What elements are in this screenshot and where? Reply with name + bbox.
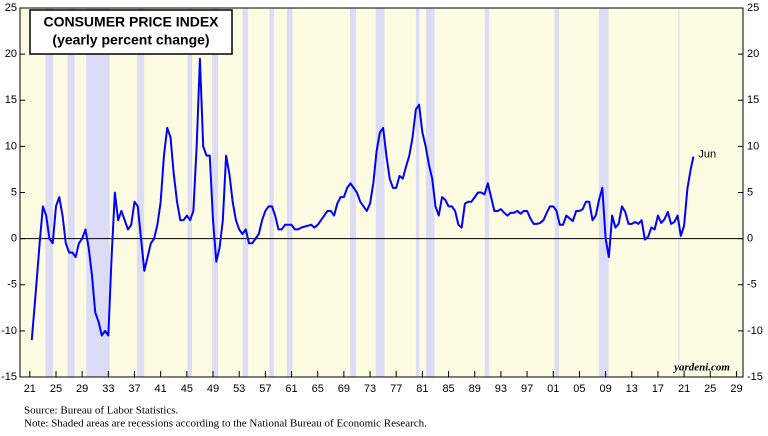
y2-tick-label: 0 — [747, 233, 753, 245]
recession-band — [45, 8, 53, 377]
x-tick-label: 57 — [259, 383, 271, 395]
x-tick-label: 89 — [469, 383, 481, 395]
recession-band — [67, 8, 75, 377]
cpi-line — [30, 57, 695, 341]
y-tick-label: -15 — [1, 371, 17, 383]
recession-band — [136, 8, 145, 377]
chart-subtitle: (yearly percent change) — [52, 32, 209, 48]
x-tick-label: 49 — [207, 383, 219, 395]
recession-band — [187, 8, 193, 377]
recession-band — [598, 8, 609, 377]
y-tick-label: 15 — [5, 94, 17, 106]
y-tick-label: -10 — [1, 325, 17, 337]
y2-tick-label: -15 — [747, 371, 763, 383]
y2-tick-label: 5 — [747, 186, 753, 198]
recession-band — [375, 8, 385, 377]
recession-band — [678, 8, 680, 377]
watermark: yardeni.com — [672, 362, 730, 374]
x-tick-label: 17 — [652, 383, 664, 395]
x-tick-label: 01 — [547, 383, 559, 395]
x-tick-label: 65 — [312, 383, 324, 395]
x-tick-label: 61 — [285, 383, 297, 395]
x-tick-label: 69 — [338, 383, 350, 395]
x-tick-label: 53 — [233, 383, 245, 395]
end-annotation: Jun — [698, 148, 716, 160]
x-tick-label: 25 — [50, 383, 62, 395]
y-tick-label: 20 — [5, 48, 17, 60]
recession-band — [425, 8, 435, 377]
recession-band — [269, 8, 274, 377]
recession-band — [415, 8, 420, 377]
x-tick-label: 21 — [678, 383, 690, 395]
x-tick-label: 37 — [128, 383, 140, 395]
x-tick-label: 85 — [442, 383, 454, 395]
recession-band — [212, 8, 219, 377]
x-tick-label: 93 — [495, 383, 507, 395]
x-tick-label: 73 — [364, 383, 376, 395]
x-tick-label: 09 — [599, 383, 611, 395]
x-tick-label: 45 — [181, 383, 193, 395]
y2-tick-label: 25 — [747, 2, 759, 14]
chart-title: CONSUMER PRICE INDEX — [43, 14, 219, 30]
y-tick-label: 10 — [5, 140, 17, 152]
y2-tick-label: 10 — [747, 140, 759, 152]
x-tick-label: 13 — [626, 383, 638, 395]
y-tick-label: 5 — [11, 186, 17, 198]
y-tick-label: 0 — [11, 233, 17, 245]
x-tick-label: 05 — [573, 383, 585, 395]
y-tick-label: 25 — [5, 2, 17, 14]
x-tick-label: 41 — [155, 383, 167, 395]
x-tick-label: 77 — [390, 383, 402, 395]
recession-band — [286, 8, 293, 377]
y2-tick-label: -5 — [747, 279, 757, 291]
y-tick-label: -5 — [7, 279, 17, 291]
x-tick-label: 29 — [76, 383, 88, 395]
y2-tick-label: 20 — [747, 48, 759, 60]
source: Source: Bureau of Labor Statistics. — [24, 405, 179, 417]
y2-tick-label: -10 — [747, 325, 763, 337]
y2-tick-label: 15 — [747, 94, 759, 106]
recession-band — [484, 8, 490, 377]
x-tick-label: 97 — [521, 383, 533, 395]
x-tick-label: 81 — [416, 383, 428, 395]
note: Note: Shaded areas are recessions accord… — [24, 418, 427, 430]
recession-band — [554, 8, 559, 377]
recession-band — [242, 8, 249, 377]
title-box — [29, 9, 233, 55]
x-tick-label: 21 — [24, 383, 36, 395]
recession-band — [350, 8, 357, 377]
x-tick-label: 25 — [704, 383, 716, 395]
x-tick-label: 33 — [102, 383, 114, 395]
x-tick-label: 29 — [730, 383, 742, 395]
